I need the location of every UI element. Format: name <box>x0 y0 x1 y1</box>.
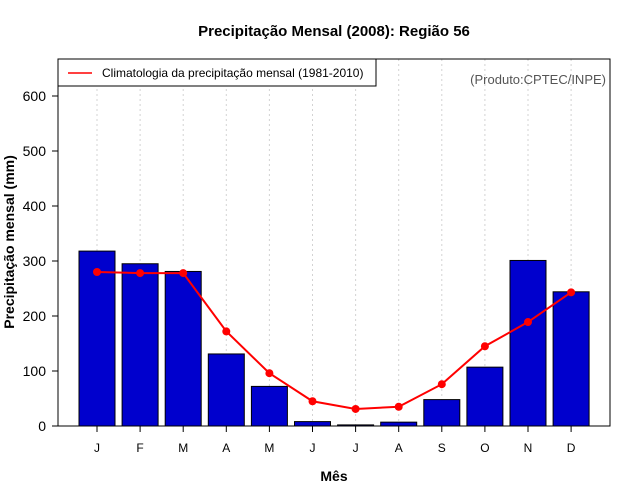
bar-12 <box>552 291 590 427</box>
climatology-point-6 <box>308 397 317 406</box>
legend-label: Climatologia da precipitação mensal (198… <box>102 66 363 80</box>
x-tick-label: J <box>353 441 359 455</box>
bar-9 <box>423 399 461 427</box>
y-tick-label: 100 <box>23 363 47 379</box>
climatology-point-8 <box>394 402 403 411</box>
x-tick-label: A <box>395 441 403 455</box>
x-tick-label: S <box>438 441 446 455</box>
y-tick-label: 300 <box>23 253 47 269</box>
climatology-point-2 <box>136 269 145 278</box>
climatology-point-3 <box>179 269 188 278</box>
bar-1 <box>78 250 116 427</box>
bar-5 <box>250 385 288 427</box>
bar-10 <box>466 366 504 427</box>
x-tick-label: O <box>480 441 489 455</box>
climatology-point-11 <box>524 318 532 327</box>
x-tick-label: A <box>222 441 230 455</box>
bar-4 <box>207 353 245 427</box>
y-tick-label: 400 <box>23 198 47 214</box>
chart-title: Precipitação Mensal (2008): Região 56 <box>198 23 470 40</box>
y-tick-label: 200 <box>23 308 47 324</box>
climatology-point-1 <box>93 268 101 276</box>
climatology-point-7 <box>351 404 360 413</box>
x-tick-label: M <box>264 441 274 455</box>
x-tick-label: J <box>94 441 100 455</box>
bar-6 <box>294 421 331 427</box>
y-axis: 0 100 200 300 400 500 600 <box>23 88 58 434</box>
bars <box>78 250 590 427</box>
bar-11 <box>509 259 547 427</box>
x-tick-label: D <box>567 441 576 455</box>
product-credit: (Produto:CPTEC/INPE) <box>470 72 606 87</box>
bar-2 <box>121 263 159 427</box>
climatology-point-12 <box>567 288 576 297</box>
y-tick-label: 500 <box>23 143 47 159</box>
y-axis-title: Precipitação mensal (mm) <box>1 155 17 329</box>
x-tick-label: M <box>178 441 188 455</box>
legend: Climatologia da precipitação mensal (198… <box>57 58 377 87</box>
climatology-point-4 <box>222 327 231 336</box>
climatology-line <box>93 268 576 413</box>
bar-3 <box>164 270 202 427</box>
x-tick-label: N <box>524 441 533 455</box>
y-tick-label: 0 <box>38 418 46 434</box>
x-tick-label: J <box>310 441 316 455</box>
legend-box <box>57 58 377 87</box>
x-axis-title: Mês <box>320 468 347 484</box>
climatology-polyline <box>96 271 572 410</box>
y-tick-label: 600 <box>23 88 47 104</box>
climatology-point-5 <box>265 369 274 378</box>
climatology-point-9 <box>437 380 446 389</box>
x-tick-label: F <box>136 441 143 455</box>
climatology-point-10 <box>480 342 489 351</box>
bar-8 <box>380 421 418 427</box>
